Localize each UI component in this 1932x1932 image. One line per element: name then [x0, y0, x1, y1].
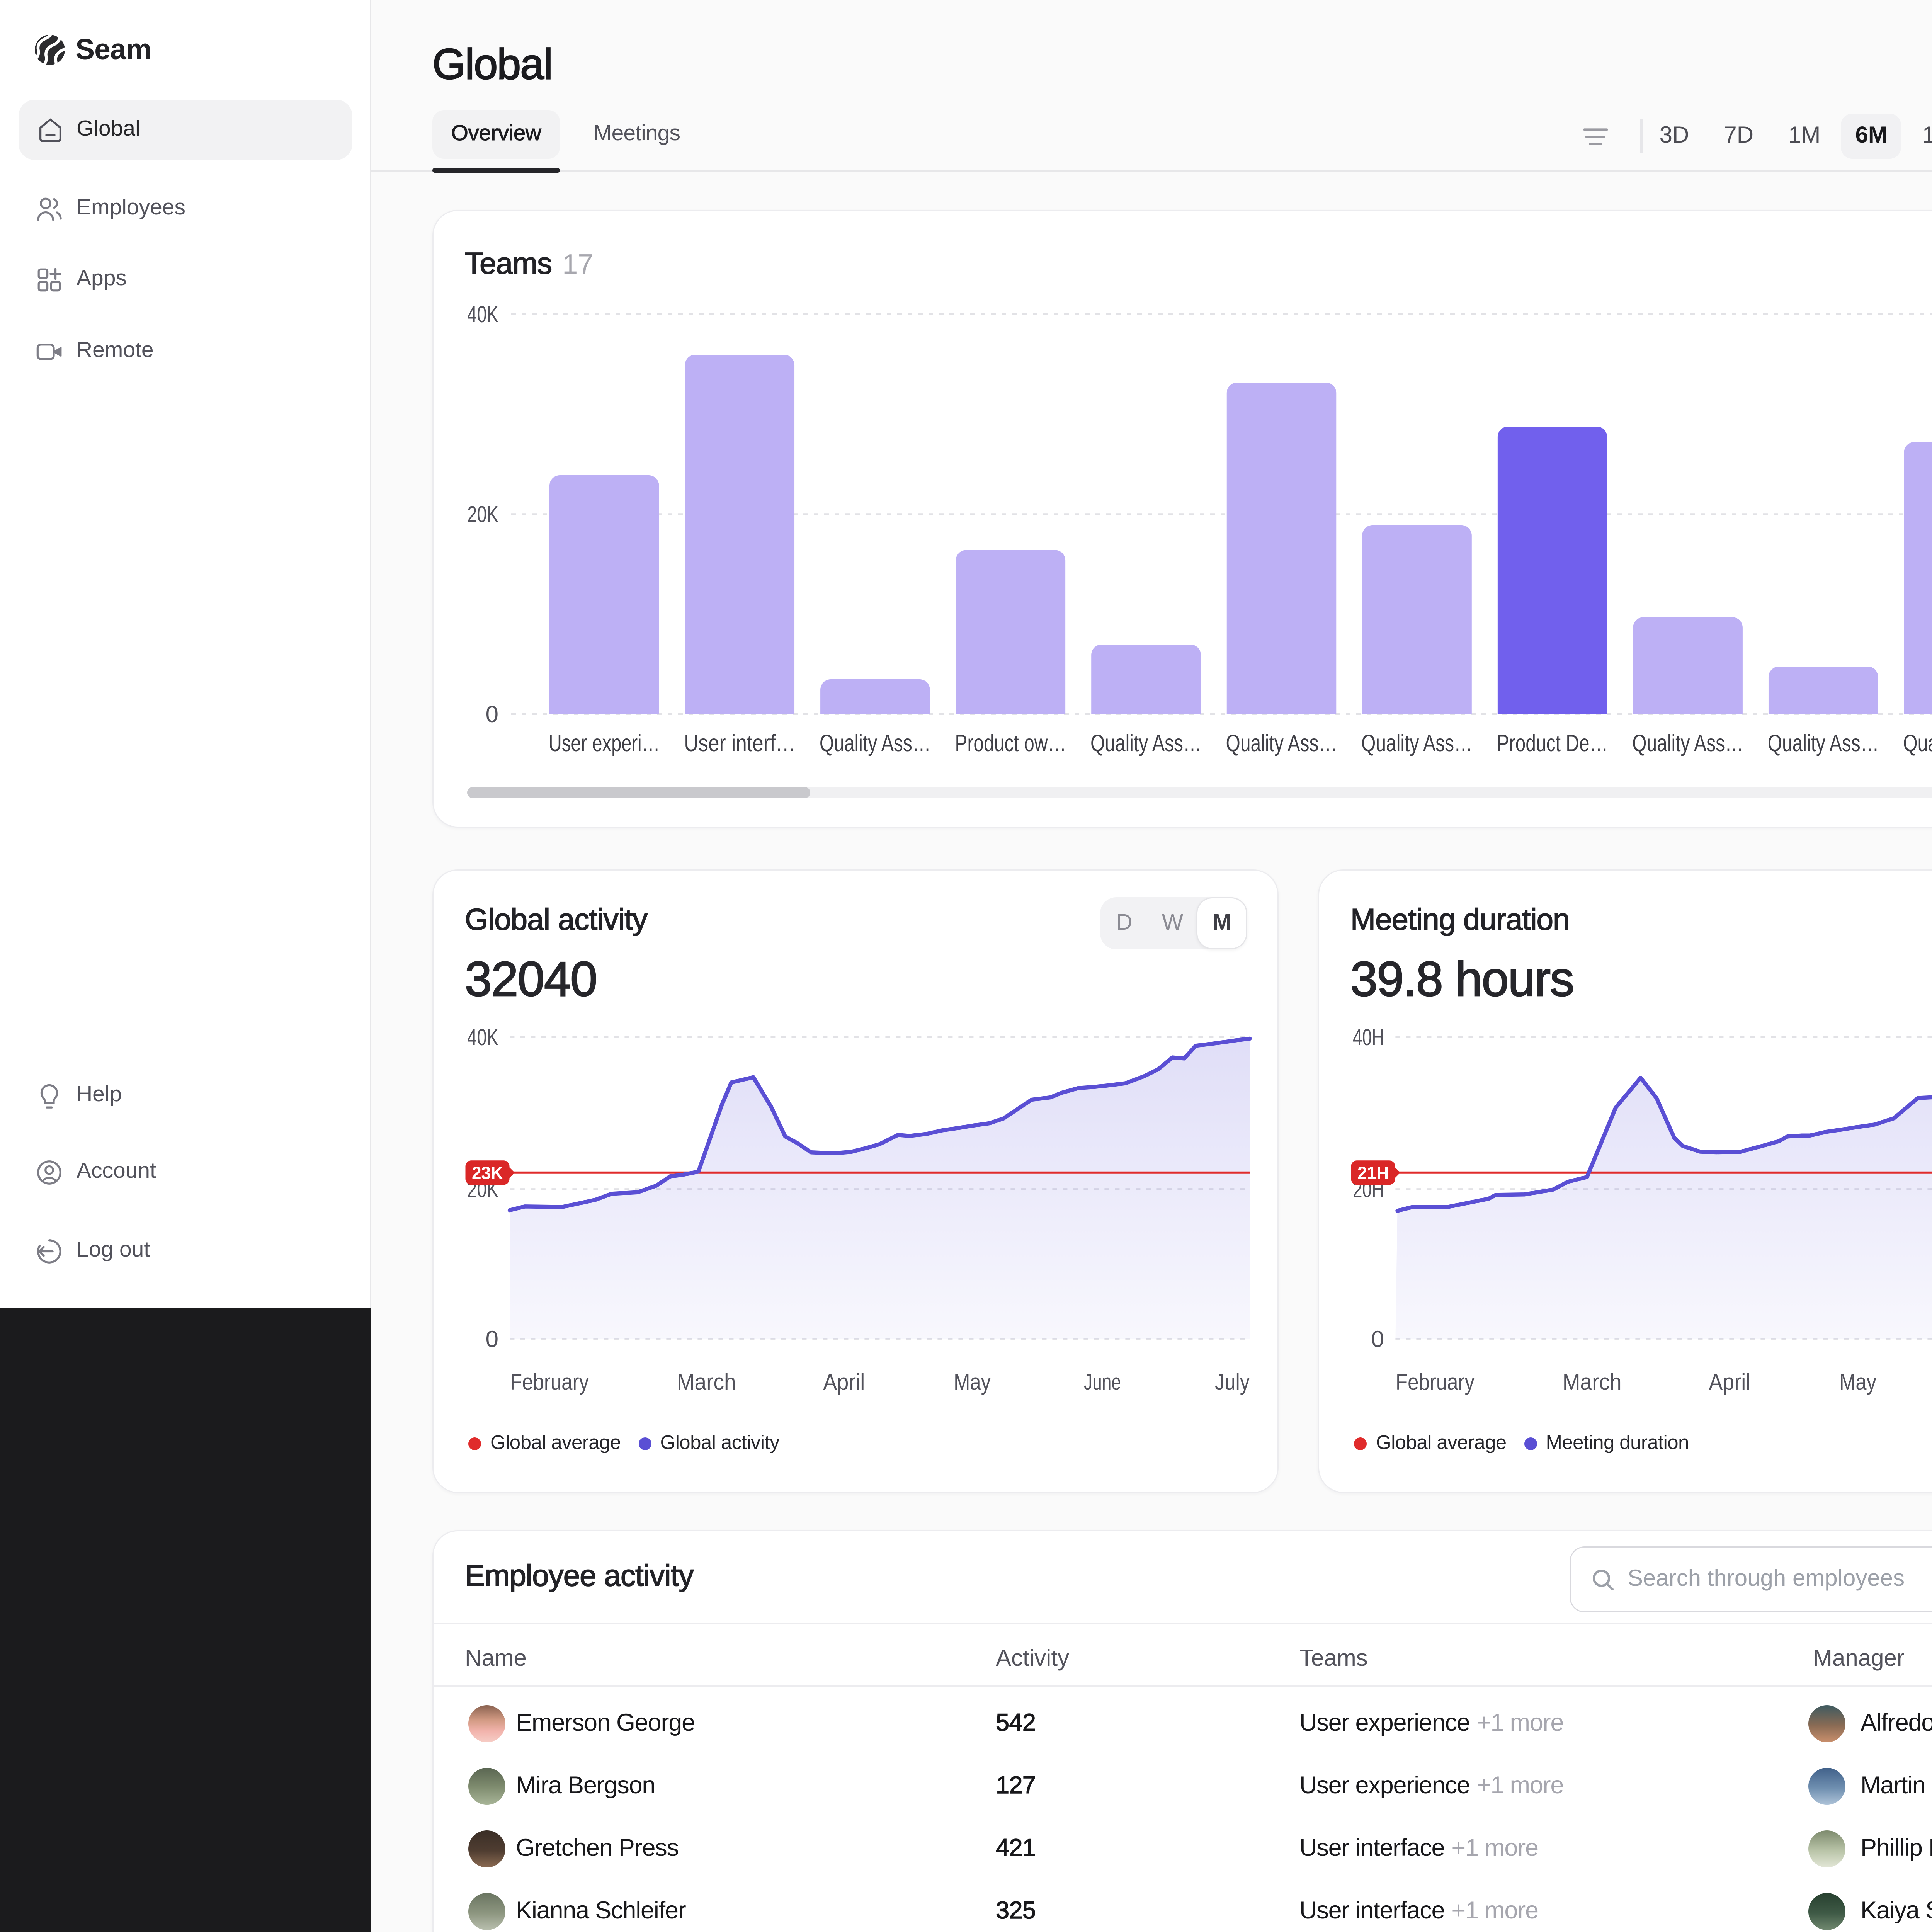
- svg-text:Quality Ass…: Quality Ass…: [820, 730, 931, 757]
- svg-text:Quality Ass…: Quality Ass…: [1768, 730, 1879, 757]
- svg-text:Quality Ass…: Quality Ass…: [1090, 730, 1202, 757]
- svg-text:40H: 40H: [1353, 1024, 1384, 1050]
- svg-text:February: February: [510, 1369, 589, 1395]
- svg-text:Product De…: Product De…: [1497, 730, 1608, 757]
- svg-text:User experi…: User experi…: [549, 730, 660, 757]
- svg-text:0: 0: [1371, 1326, 1384, 1352]
- svg-text:March: March: [1563, 1369, 1622, 1395]
- svg-text:User interf…: User interf…: [684, 730, 795, 757]
- svg-text:May: May: [1839, 1369, 1876, 1395]
- svg-text:23K: 23K: [472, 1163, 503, 1183]
- svg-text:May: May: [954, 1369, 991, 1395]
- svg-text:June: June: [1084, 1369, 1121, 1395]
- svg-text:0: 0: [486, 701, 498, 727]
- svg-text:40K: 40K: [467, 301, 498, 327]
- svg-text:February: February: [1396, 1369, 1475, 1395]
- svg-text:Quality Ass…: Quality Ass…: [1632, 730, 1743, 757]
- svg-text:March: March: [677, 1369, 736, 1395]
- svg-text:0: 0: [486, 1326, 498, 1352]
- svg-text:Quality Ass…: Quality Ass…: [1903, 730, 1932, 757]
- svg-text:Quality Ass…: Quality Ass…: [1361, 730, 1473, 757]
- svg-text:21H: 21H: [1357, 1163, 1389, 1183]
- svg-text:20K: 20K: [467, 502, 498, 527]
- svg-text:July: July: [1215, 1369, 1250, 1395]
- svg-text:Product ow…: Product ow…: [955, 730, 1066, 757]
- svg-text:April: April: [1709, 1369, 1750, 1395]
- svg-text:40K: 40K: [467, 1024, 498, 1050]
- svg-text:Quality Ass…: Quality Ass…: [1226, 730, 1337, 757]
- svg-text:April: April: [823, 1369, 865, 1395]
